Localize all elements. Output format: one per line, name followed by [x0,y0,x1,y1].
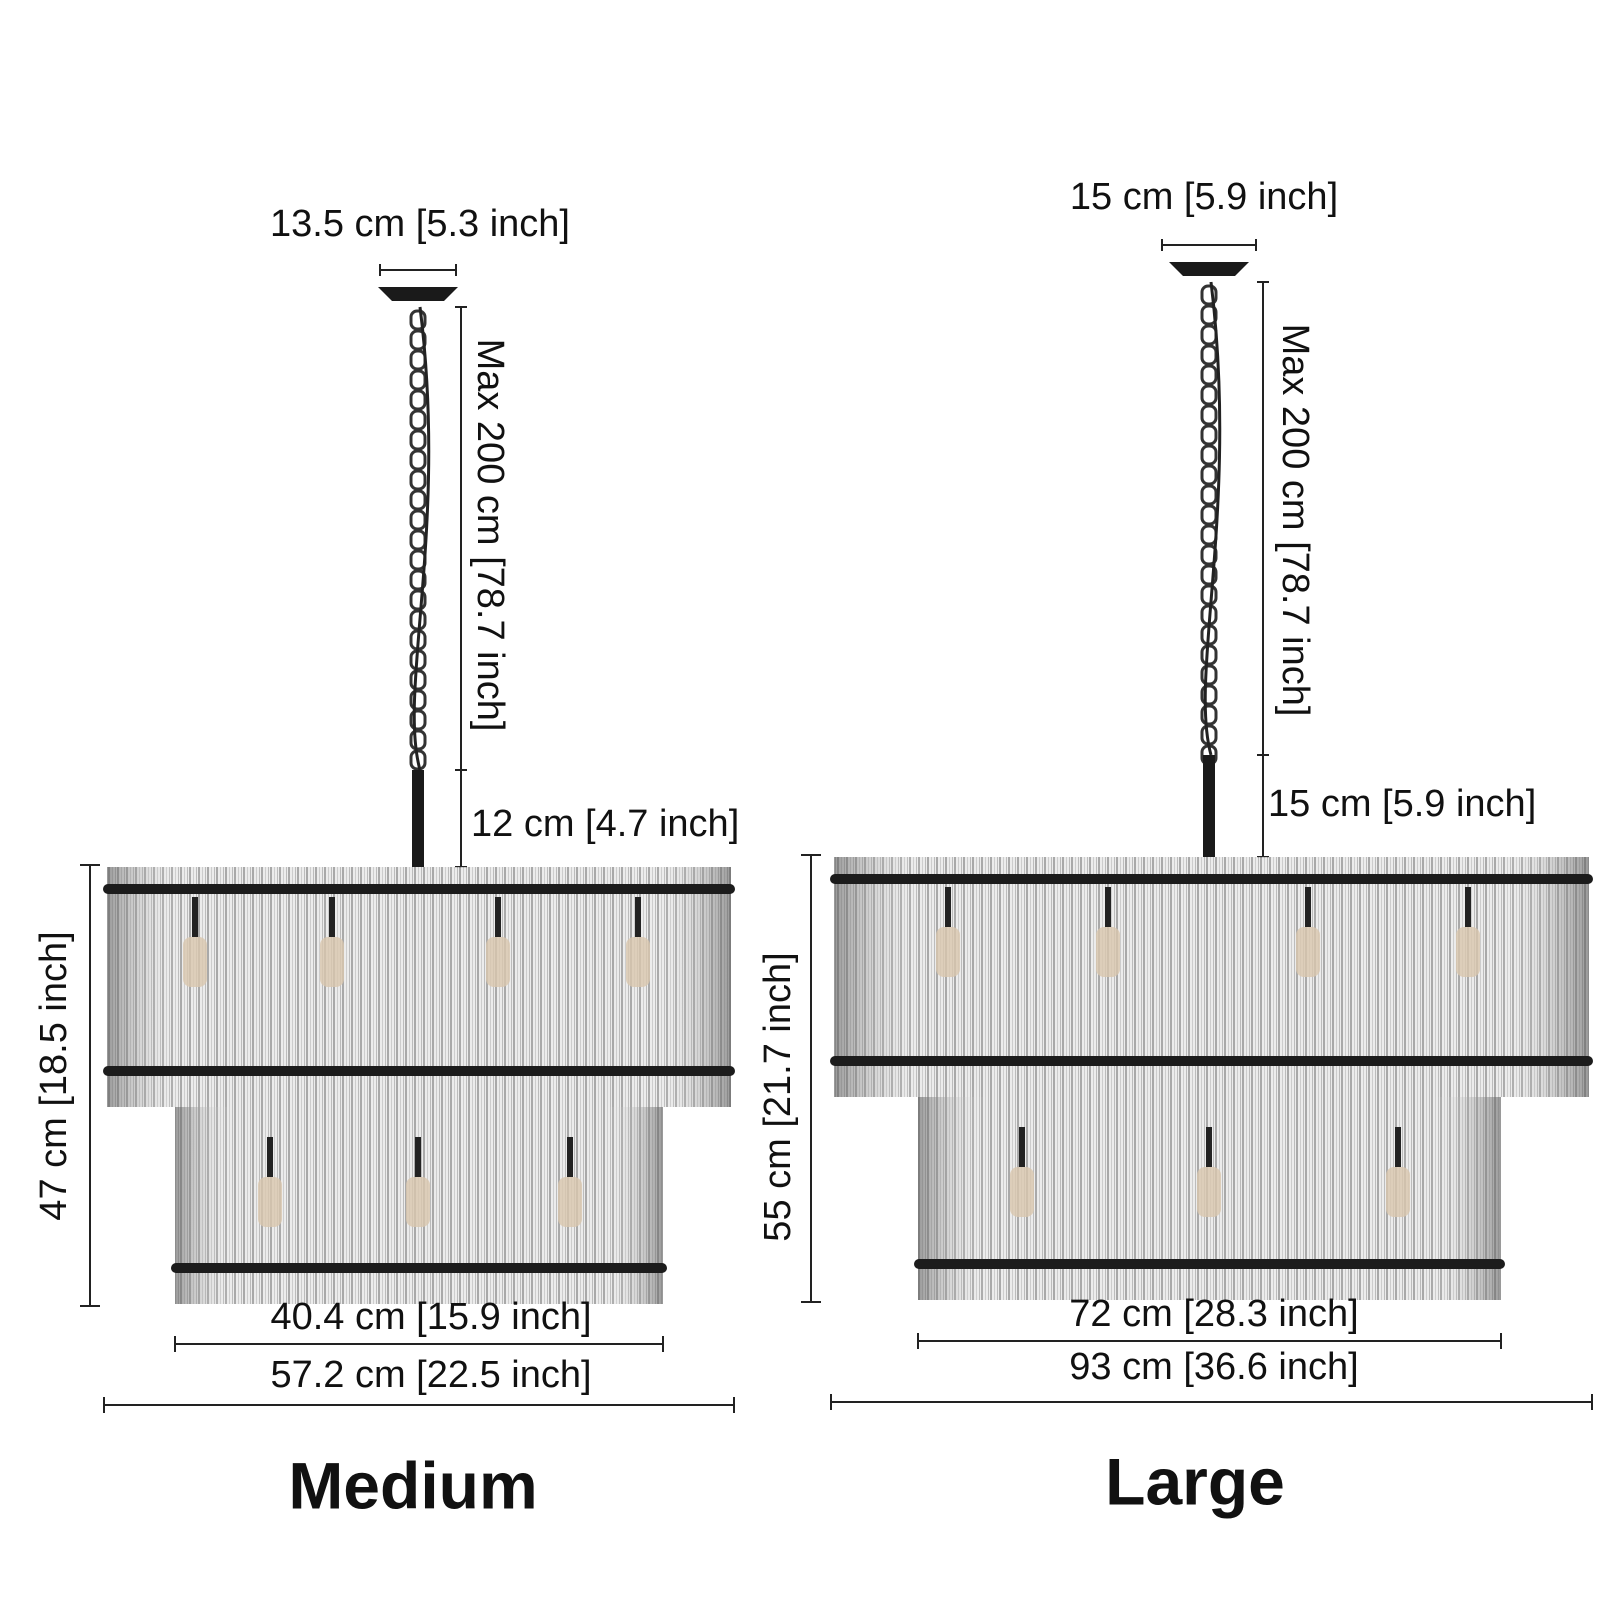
bulb [486,937,510,987]
chain-link [409,389,427,411]
bulb [936,927,960,977]
bulb-socket [1019,1127,1025,1167]
chain-link [1200,404,1218,426]
chain-link [1200,504,1218,526]
bulb [1296,927,1320,977]
metal-band [103,1066,735,1076]
cord [412,306,431,771]
size-label: Large [1105,1444,1285,1518]
chain-link [1200,564,1218,586]
bulb-socket [567,1137,573,1177]
chain-link [1200,524,1218,546]
chain-link [1200,324,1218,346]
rod [1203,755,1215,857]
chain-link [1200,664,1218,686]
bulb-socket [1395,1127,1401,1167]
rod [412,770,424,867]
bulb-socket [415,1137,421,1177]
chain-link [1200,684,1218,706]
bulb-socket [945,887,951,927]
chain-link [1200,364,1218,386]
bulb [1456,927,1480,977]
height-label: 55 cm [21.7 inch] [757,952,799,1241]
chain-link [409,369,427,391]
chain-link [409,709,427,731]
bulb-socket [1305,887,1311,927]
rod-length-label: 15 cm [5.9 inch] [1268,783,1536,825]
bulb-socket [1465,887,1471,927]
chain-link [409,489,427,511]
canopy [1169,262,1249,276]
lower-diameter-label: 72 cm [28.3 inch] [1069,1293,1358,1335]
bulb-socket [1105,887,1111,927]
bulb [558,1177,582,1227]
chain-link [1200,384,1218,406]
bulb-socket [192,897,198,937]
metal-band [103,884,735,894]
chain-link [409,429,427,451]
bulb [183,937,207,987]
chain-link [1200,344,1218,366]
chain-link [409,509,427,531]
chain-link [1200,284,1218,306]
chain-link [409,749,427,771]
upper-diameter-label: 57.2 cm [22.5 inch] [270,1354,591,1396]
bulb [258,1177,282,1227]
upper-diameter-label: 93 cm [36.6 inch] [1069,1346,1358,1388]
chain-length-label: Max 200 cm [78.7 inch] [1274,324,1316,717]
canopy-width-label: 15 cm [5.9 inch] [1070,176,1338,218]
bulb [626,937,650,987]
cord [1203,281,1222,756]
chain-link [1200,644,1218,666]
bulb [1197,1167,1221,1217]
canopy-width-label: 13.5 cm [5.3 inch] [270,203,570,245]
chain-link [1200,444,1218,466]
chain-length-label: Max 200 cm [78.7 inch] [469,339,511,732]
bulb-socket [1206,1127,1212,1167]
rod-length-label: 12 cm [4.7 inch] [471,803,739,845]
chain-link [409,569,427,591]
chain-link [409,669,427,691]
chain-link [1200,584,1218,606]
chain-link [409,349,427,371]
bulb [1010,1167,1034,1217]
chain-link [409,529,427,551]
chain-link [409,729,427,751]
chain-link [409,409,427,431]
bulb-socket [635,897,641,937]
height-label: 47 cm [18.5 inch] [33,931,75,1220]
chain-link [409,449,427,471]
metal-band [830,1056,1593,1066]
chain-link [409,689,427,711]
metal-band [171,1263,667,1273]
bulb [1386,1167,1410,1217]
bulb [1096,927,1120,977]
chain-link [409,469,427,491]
bulb-socket [329,897,335,937]
chain-link [409,589,427,611]
metal-band [830,874,1593,884]
bulb [406,1177,430,1227]
chain-link [1200,484,1218,506]
bulb-socket [495,897,501,937]
chandeliers [80,239,1593,1413]
chain-link [1200,424,1218,446]
metal-band [914,1259,1505,1269]
chain-link [1200,464,1218,486]
chain-link [409,309,427,331]
canopy [378,287,458,301]
size-label: Medium [288,1448,537,1522]
bulb [320,937,344,987]
lower-diameter-label: 40.4 cm [15.9 inch] [270,1296,591,1338]
chain-link [1200,704,1218,726]
bulb-socket [267,1137,273,1177]
